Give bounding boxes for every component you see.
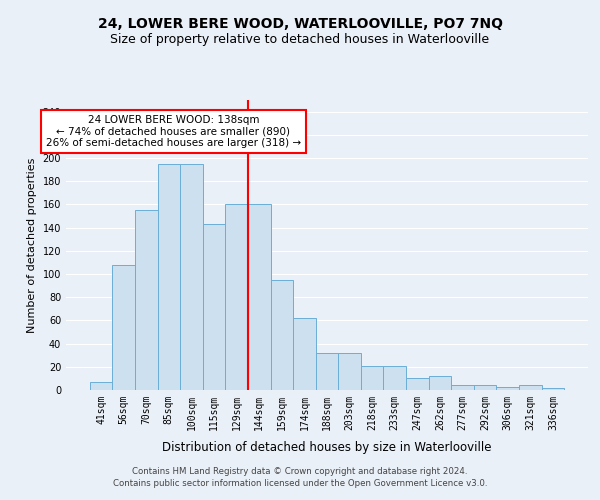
Bar [383,366,406,390]
Y-axis label: Number of detached properties: Number of detached properties [27,158,37,332]
Bar [519,386,542,390]
Bar [112,264,135,390]
Bar [542,388,564,390]
Text: Contains HM Land Registry data © Crown copyright and database right 2024.
Contai: Contains HM Land Registry data © Crown c… [113,466,487,487]
Bar [338,353,361,390]
Bar [271,280,293,390]
Bar [158,164,180,390]
Text: 24 LOWER BERE WOOD: 138sqm
← 74% of detached houses are smaller (890)
26% of sem: 24 LOWER BERE WOOD: 138sqm ← 74% of deta… [46,115,301,148]
Bar [135,210,158,390]
Bar [180,164,203,390]
Bar [203,224,226,390]
Bar [451,386,474,390]
Bar [90,382,112,390]
Text: 24, LOWER BERE WOOD, WATERLOOVILLE, PO7 7NQ: 24, LOWER BERE WOOD, WATERLOOVILLE, PO7 … [97,18,503,32]
Text: Distribution of detached houses by size in Waterlooville: Distribution of detached houses by size … [162,441,492,454]
Bar [293,318,316,390]
Bar [496,386,519,390]
Bar [406,378,428,390]
Bar [226,204,248,390]
Bar [474,386,496,390]
Bar [248,204,271,390]
Bar [428,376,451,390]
Text: Size of property relative to detached houses in Waterlooville: Size of property relative to detached ho… [110,32,490,46]
Bar [361,366,383,390]
Bar [316,353,338,390]
